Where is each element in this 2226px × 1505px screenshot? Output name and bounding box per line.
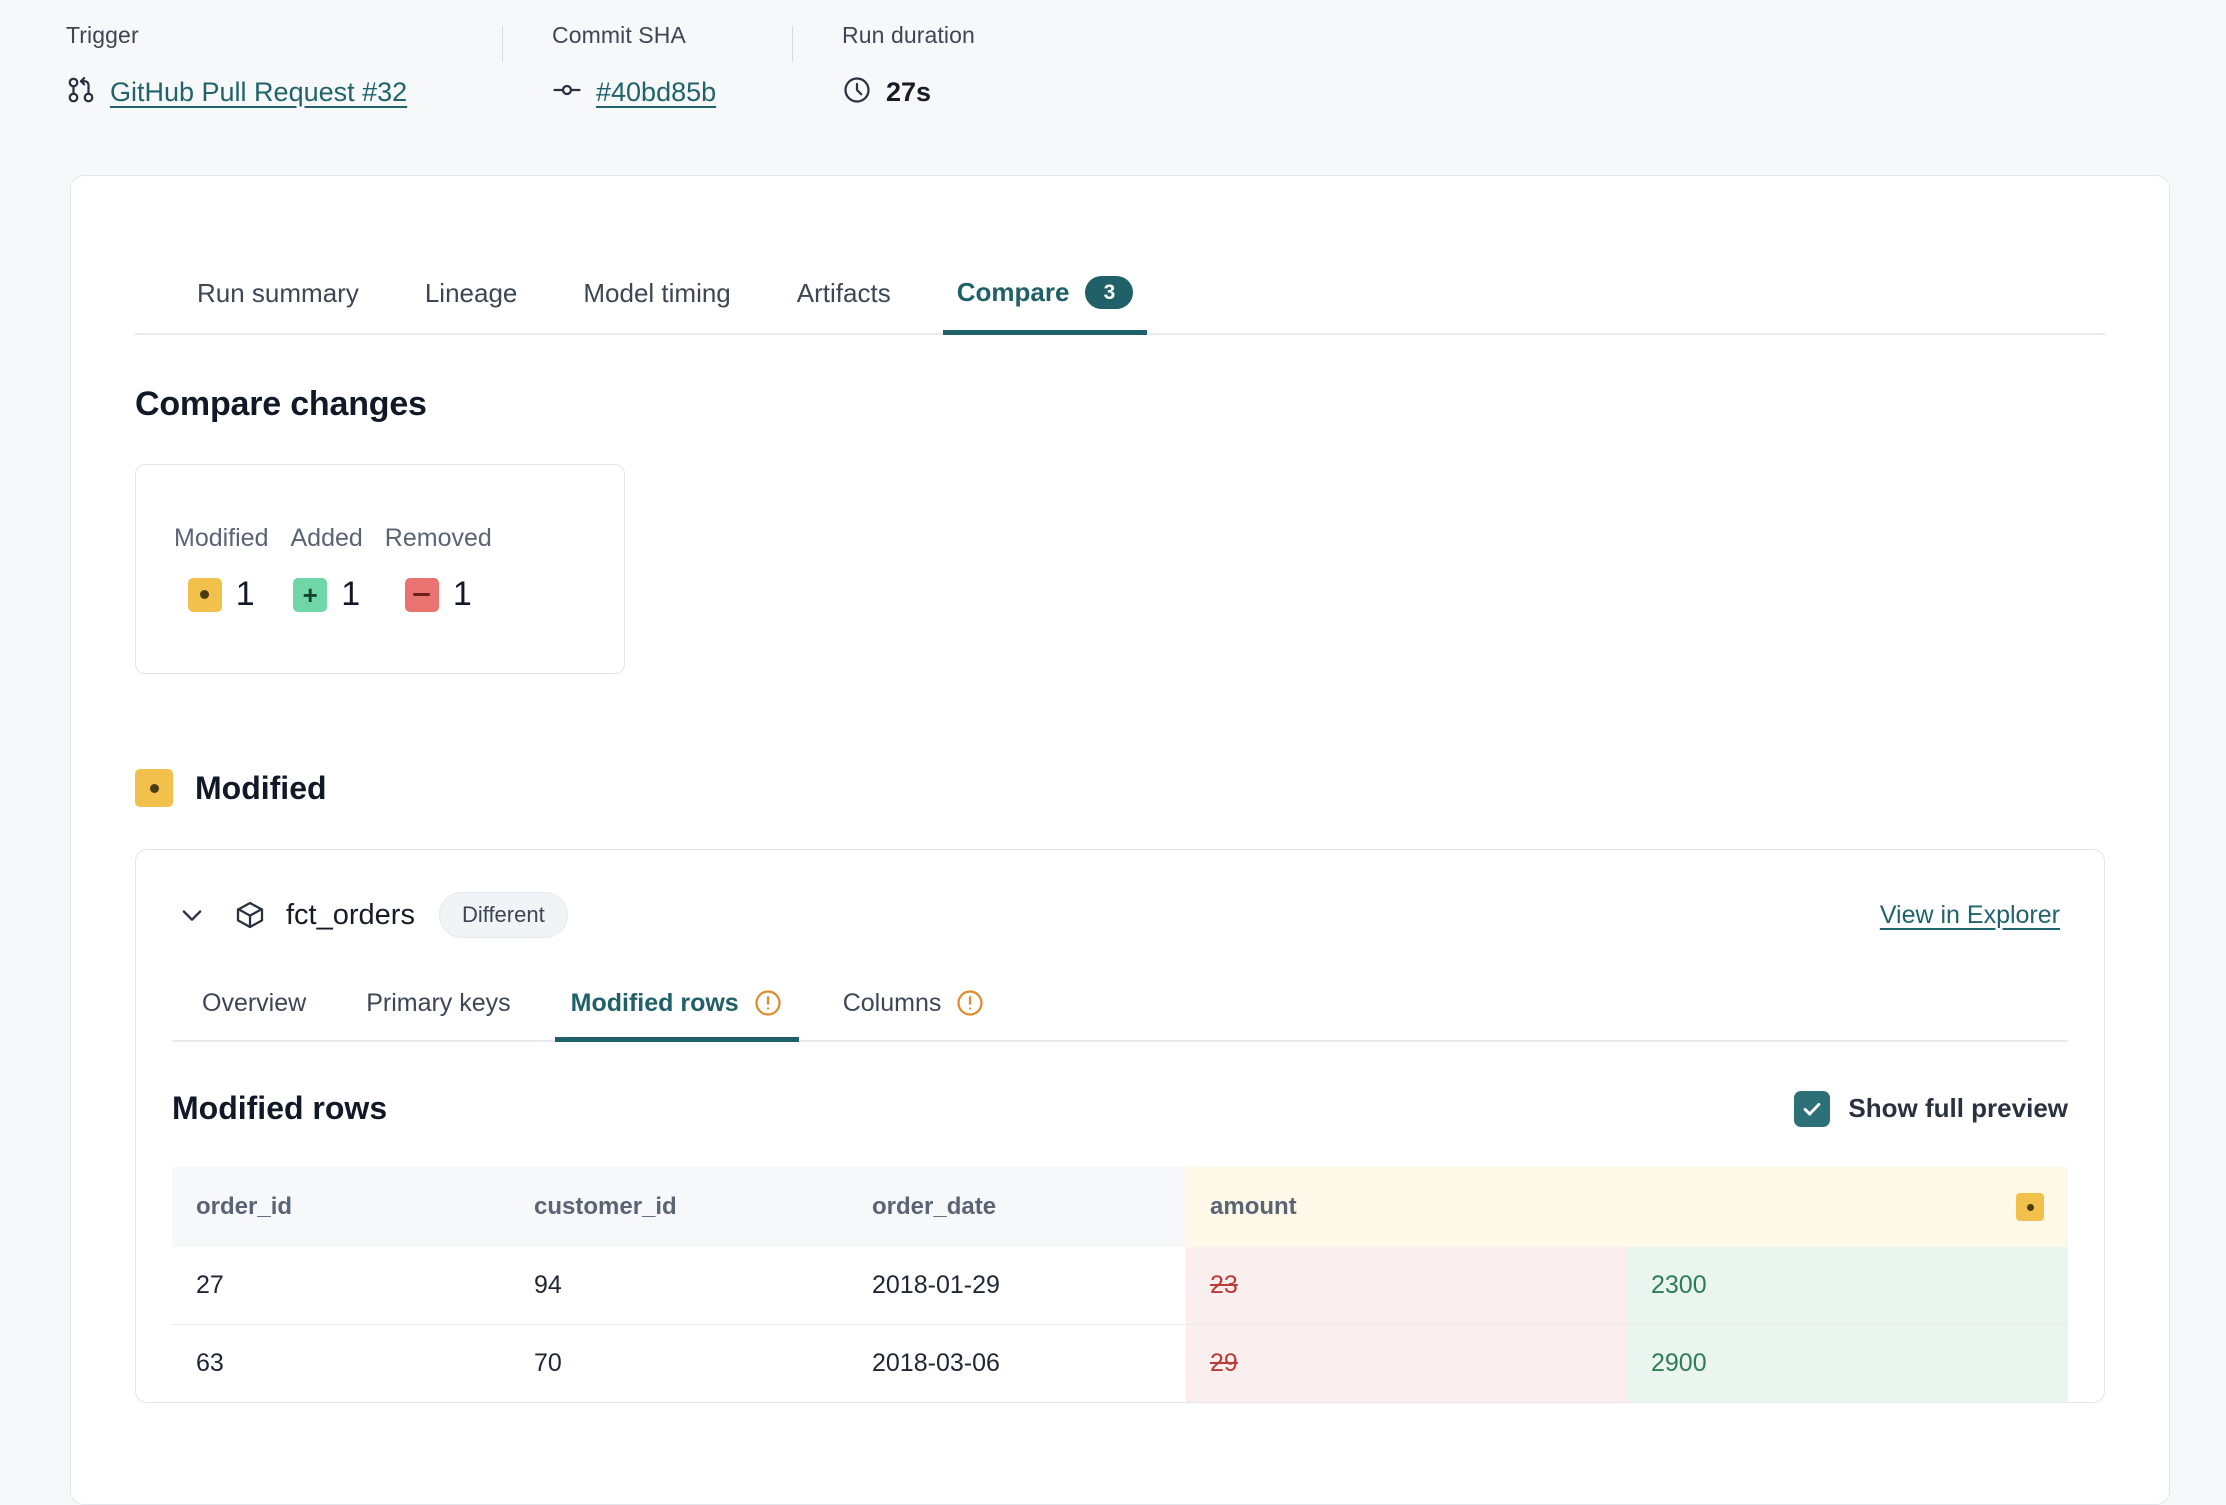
- tab-lineage[interactable]: Lineage: [425, 268, 518, 333]
- run-detail-card: Run summary Lineage Model timing Artifac…: [70, 175, 2170, 1505]
- show-full-preview-label: Show full preview: [1848, 1093, 2068, 1123]
- tab-label: Run summary: [197, 278, 359, 308]
- model-tab-primary-keys[interactable]: Primary keys: [366, 979, 510, 1040]
- cell-order-date: 2018-01-29: [848, 1247, 1186, 1325]
- summary-added-label: Added: [290, 524, 363, 552]
- cell-amount-old: 23: [1186, 1247, 1627, 1325]
- trigger-label: Trigger: [66, 22, 139, 48]
- trigger-link[interactable]: GitHub Pull Request #32: [110, 77, 408, 107]
- summary-modified-count: 1: [235, 575, 255, 613]
- modified-rows-header: Modified rows Show full preview: [172, 1090, 2068, 1127]
- meta-block-commit: Commit SHA #40bd85b: [502, 22, 792, 110]
- cell-amount-new: 2300: [1627, 1247, 2068, 1325]
- col-header-customer-id[interactable]: customer_id: [510, 1167, 848, 1247]
- run-tabs: Run summary Lineage Model timing Artifac…: [135, 266, 2105, 335]
- table-header-row: order_id customer_id order_date amount: [172, 1167, 2068, 1247]
- run-meta-bar: Trigger GitHub Pull Request #32 Commit S…: [0, 0, 2226, 150]
- view-in-explorer-link[interactable]: View in Explorer: [1879, 900, 2060, 929]
- model-tabs: Overview Primary keys Modified rows Colu…: [172, 978, 2068, 1042]
- git-pull-request-icon: [66, 75, 96, 110]
- commit-label: Commit SHA: [552, 22, 686, 48]
- col-header-amount[interactable]: amount: [1186, 1167, 2068, 1247]
- commit-sha-link[interactable]: #40bd85b: [596, 77, 717, 107]
- tab-compare-badge: 3: [1085, 276, 1134, 309]
- table-row[interactable]: 27 94 2018-01-29 23 2300: [172, 1247, 2068, 1325]
- cube-icon: [234, 899, 266, 931]
- cell-customer-id: 70: [510, 1324, 848, 1402]
- modified-group-chip-icon: [135, 769, 173, 807]
- compare-changes-title: Compare changes: [135, 385, 427, 423]
- cell-amount-old: 29: [1186, 1324, 1627, 1402]
- tab-label: Model timing: [583, 278, 731, 308]
- cell-order-id: 27: [172, 1247, 510, 1325]
- model-tab-modified-rows[interactable]: Modified rows: [554, 978, 799, 1042]
- model-tab-overview[interactable]: Overview: [202, 979, 306, 1040]
- modified-rows-table: order_id customer_id order_date amount 2…: [172, 1167, 2068, 1402]
- cell-order-id: 63: [172, 1324, 510, 1402]
- model-card-header: fct_orders Different View in Explorer: [136, 850, 2104, 938]
- model-tab-columns[interactable]: Columns: [843, 978, 986, 1040]
- alert-circle-icon: [753, 988, 783, 1018]
- modified-rows-title: Modified rows: [172, 1090, 388, 1126]
- tab-run-summary[interactable]: Run summary: [197, 268, 359, 333]
- compare-summary-card: Modified 1 Added + 1 Removed 1: [135, 464, 625, 674]
- model-card-fct-orders: fct_orders Different View in Explorer Ov…: [135, 849, 2105, 1403]
- summary-removed: Removed 1: [385, 524, 492, 614]
- summary-added: Added + 1: [291, 524, 363, 614]
- modified-chip-icon: [187, 577, 222, 612]
- model-tab-label: Modified rows: [570, 988, 739, 1017]
- added-chip-icon: +: [293, 577, 328, 612]
- tab-label: Lineage: [424, 278, 518, 308]
- tab-compare[interactable]: Compare 3: [942, 266, 1148, 335]
- col-header-amount-label: amount: [1210, 1193, 1297, 1220]
- modified-group-label: Modified: [195, 769, 327, 806]
- status-badge: Different: [438, 892, 568, 938]
- summary-removed-label: Removed: [384, 524, 492, 552]
- meta-block-trigger: Trigger GitHub Pull Request #32: [0, 22, 502, 110]
- model-tab-label: Primary keys: [366, 989, 511, 1017]
- summary-removed-count: 1: [452, 575, 472, 613]
- clock-icon: [842, 75, 872, 110]
- model-tab-label: Overview: [202, 989, 307, 1017]
- summary-modified: Modified 1: [174, 524, 269, 614]
- cell-customer-id: 94: [510, 1247, 848, 1325]
- table-row[interactable]: 63 70 2018-03-06 29 2900: [172, 1324, 2068, 1402]
- removed-chip-icon: [404, 577, 439, 612]
- cell-order-date: 2018-03-06: [848, 1324, 1186, 1402]
- summary-added-count: 1: [341, 575, 361, 613]
- col-header-order-date[interactable]: order_date: [848, 1167, 1186, 1247]
- table-body: 27 94 2018-01-29 23 2300 63 70 2018-03-0…: [172, 1247, 2068, 1402]
- alert-circle-icon: [955, 988, 985, 1018]
- model-tab-label: Columns: [842, 988, 942, 1017]
- meta-block-duration: Run duration 27s: [792, 22, 1092, 110]
- tab-artifacts[interactable]: Artifacts: [797, 268, 891, 333]
- tab-label: Artifacts: [796, 278, 891, 308]
- run-duration-label: Run duration: [842, 22, 975, 48]
- col-header-order-id[interactable]: order_id: [172, 1167, 510, 1247]
- cell-amount-new: 2900: [1627, 1324, 2068, 1402]
- table-head: order_id customer_id order_date amount: [172, 1167, 2068, 1247]
- summary-modified-label: Modified: [174, 524, 269, 552]
- tab-model-timing[interactable]: Model timing: [583, 268, 730, 333]
- tab-label: Compare: [956, 277, 1070, 307]
- git-commit-icon: [552, 75, 582, 110]
- modified-column-chip-icon: [2016, 1193, 2044, 1221]
- show-full-preview-toggle[interactable]: Show full preview: [1794, 1090, 2068, 1127]
- chevron-down-icon[interactable]: [168, 895, 216, 935]
- modified-group-header: Modified: [135, 769, 2169, 807]
- run-duration-value: 27s: [886, 77, 932, 107]
- checkbox-checked-icon[interactable]: [1794, 1090, 1831, 1127]
- model-name: fct_orders: [286, 898, 415, 931]
